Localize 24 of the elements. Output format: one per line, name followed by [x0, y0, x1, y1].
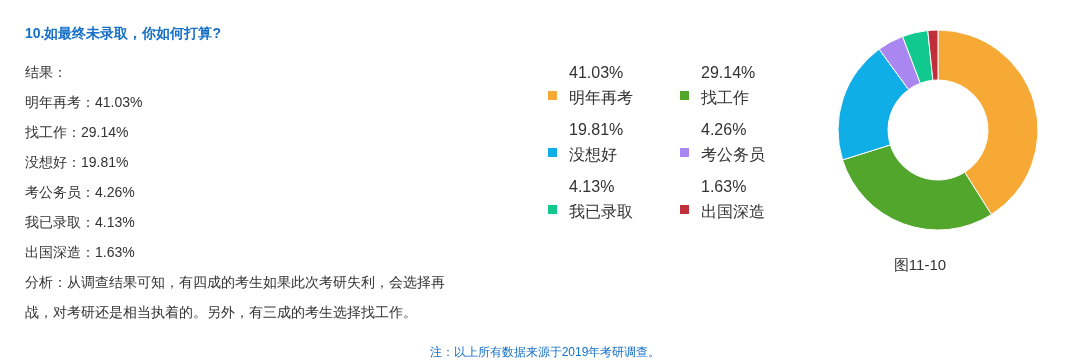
legend-label: 明年再考 — [569, 89, 633, 106]
data-label: 4.26% — [701, 121, 747, 138]
legend-label: 考公务员 — [701, 146, 765, 163]
text: 10.如最终未录取，你如何打算? — [25, 25, 222, 41]
text: 注：以上所有数据来源于2019年考研调查。 — [429, 345, 661, 359]
legend-label: 我已录取 — [569, 203, 633, 220]
text: 分析：从调查结果可知，有四成的考生如果此次考研失利，会选择再 — [25, 274, 445, 290]
text: 我已录取：4.13% — [25, 214, 135, 230]
data-label: 19.81% — [569, 121, 624, 138]
caption: 图11-10 — [893, 256, 947, 273]
text: 考公务员：4.26% — [25, 184, 135, 200]
data-label: 41.03% — [569, 64, 624, 81]
data-label: 4.13% — [569, 178, 615, 195]
text: 明年再考：41.03% — [25, 94, 143, 110]
text: 战，对考研还是相当执着的。另外，有三成的考生选择找工作。 — [25, 304, 417, 320]
text: 出国深造：1.63% — [25, 244, 135, 260]
data-label: 29.14% — [701, 64, 756, 81]
legend-label: 出国深造 — [701, 203, 765, 220]
data-label: 1.63% — [701, 178, 747, 195]
text: 找工作：29.14% — [24, 124, 129, 140]
legend-label: 没想好 — [569, 146, 617, 163]
text: 结果： — [25, 64, 67, 80]
text: 没想好：19.81% — [25, 154, 129, 170]
legend-label: 找工作 — [700, 89, 749, 106]
